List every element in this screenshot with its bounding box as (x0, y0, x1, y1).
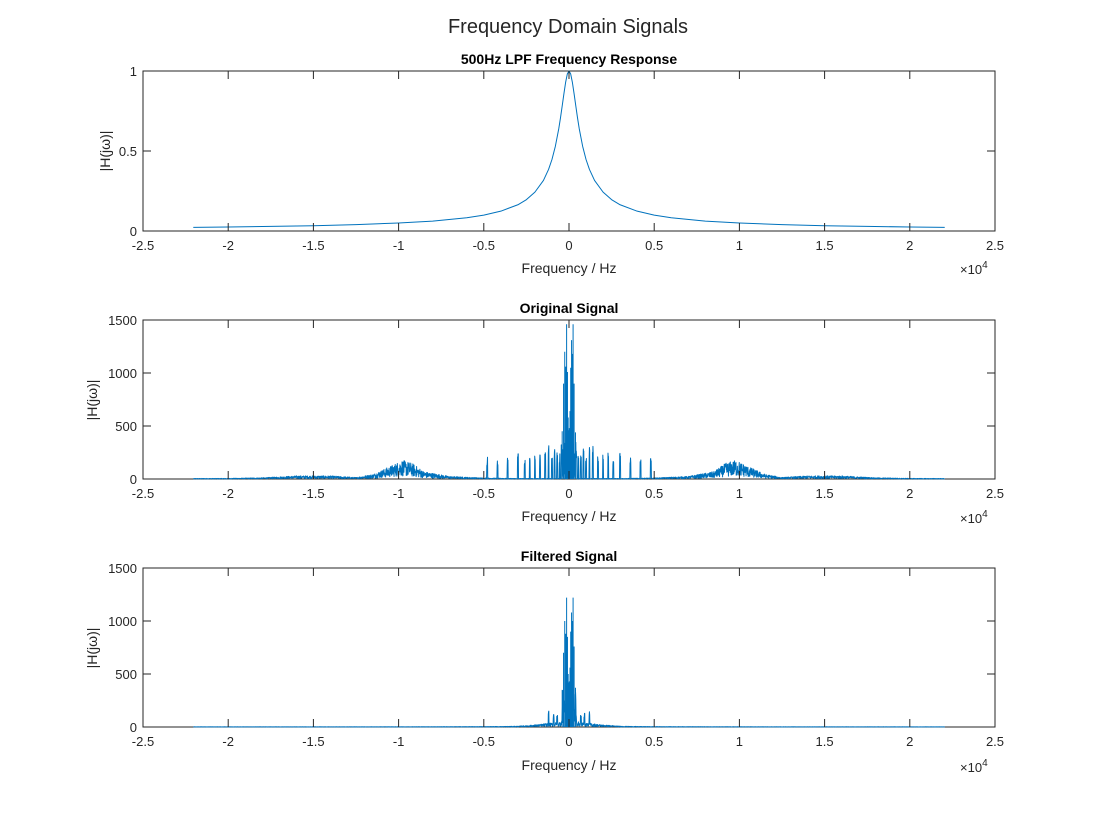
x-tick-label: 0.5 (645, 734, 663, 749)
x-tick-label: 2 (906, 238, 913, 253)
x-tick-label: -1 (393, 238, 405, 253)
x-tick-label: -2.5 (132, 486, 154, 501)
y-axis-label-lpf: |H(jω)| (97, 131, 113, 172)
axes-title-original: Original Signal (520, 300, 619, 316)
y-tick-label: 1500 (108, 313, 137, 328)
y-tick-label: 0 (130, 224, 137, 239)
x-tick-label: 1 (736, 486, 743, 501)
x-tick-label: -1 (393, 734, 405, 749)
y-tick-label: 1 (130, 64, 137, 79)
x-exponent-lpf: ×104 (960, 260, 988, 277)
x-tick-label: 2 (906, 486, 913, 501)
x-tick-label: -1 (393, 486, 405, 501)
x-tick-label: 2.5 (986, 734, 1004, 749)
figure-title: Frequency Domain Signals (448, 16, 688, 38)
axes-title-filtered: Filtered Signal (521, 548, 617, 564)
y-tick-label: 500 (115, 667, 137, 682)
x-tick-label: 0 (565, 238, 572, 253)
x-exponent-base-original: ×10 (960, 511, 982, 526)
x-tick-label: -2.5 (132, 238, 154, 253)
subplot-original-signal: Original Signal -2.5 -2 -1.5 -1 -0.5 0 0.5 1 1.5… (84, 300, 1004, 526)
x-tick-label: 1 (736, 238, 743, 253)
x-tick-label: 0 (565, 486, 572, 501)
series-line-original (192, 324, 946, 480)
x-axis-label-lpf: Frequency / Hz (522, 260, 617, 276)
y-tick-label: 500 (115, 419, 137, 434)
y-axis-label-filtered: |H(jω)| (84, 628, 100, 669)
x-tick-label: 1.5 (816, 486, 834, 501)
x-tick-label: -1.5 (302, 238, 324, 253)
x-tick-label: 2 (906, 734, 913, 749)
x-exponent-base-lpf: ×10 (960, 262, 982, 277)
x-tick-label: 2.5 (986, 238, 1004, 253)
x-exponent-power-filtered: 4 (982, 758, 988, 769)
y-tick-label: 1000 (108, 366, 137, 381)
y-tick-label: 1500 (108, 561, 137, 576)
x-axis-label-original: Frequency / Hz (522, 508, 617, 524)
x-tick-label: 0 (565, 734, 572, 749)
x-exponent-filtered: ×104 (960, 758, 988, 775)
x-tick-label: 2.5 (986, 486, 1004, 501)
x-tick-label: 1.5 (816, 238, 834, 253)
y-tick-label: 0 (130, 472, 137, 487)
x-tick-label: 1 (736, 734, 743, 749)
x-exponent-base-filtered: ×10 (960, 760, 982, 775)
x-tick-label: 1.5 (816, 734, 834, 749)
ticks-filtered: -2.5 -2 -1.5 -1 -0.5 0 0.5 1 1.5 2 2.5 0 500 1000 1500 (108, 561, 1004, 749)
x-tick-label: -1.5 (302, 486, 324, 501)
x-exponent-original: ×104 (960, 509, 988, 526)
subplot-filtered-signal: Filtered Signal -2.5 -2 -1.5 -1 -0.5 0 0.5 1 1.5… (84, 548, 1004, 775)
x-tick-label: -2 (222, 734, 234, 749)
axes-title-lpf: 500Hz LPF Frequency Response (461, 51, 678, 67)
y-tick-label: 0 (130, 720, 137, 735)
x-tick-label: 0.5 (645, 486, 663, 501)
x-tick-label: 0.5 (645, 238, 663, 253)
x-tick-label: -0.5 (473, 486, 495, 501)
ticks-lpf: -2.5 -2 -1.5 -1 -0.5 0 0.5 1 1.5 2 2.5 0 0.5 1 (119, 64, 1004, 253)
x-tick-label: -2 (222, 238, 234, 253)
x-tick-label: -0.5 (473, 238, 495, 253)
axes-box-lpf (142, 70, 996, 232)
x-tick-label: -1.5 (302, 734, 324, 749)
y-tick-label: 1000 (108, 614, 137, 629)
subplot-lpf-response: 500Hz LPF Frequency Response -2.5 -2 -1.5-… (97, 51, 1004, 277)
y-axis-label-original: |H(jω)| (84, 380, 100, 421)
series-line-filtered (193, 597, 945, 728)
x-tick-label: -2.5 (132, 734, 154, 749)
ticks-original: -2.5 -2 -1.5 -1 -0.5 0 0.5 1 1.5 2 2.5 0 500 1000 1500 (108, 313, 1004, 501)
x-exponent-power-lpf: 4 (982, 260, 988, 271)
x-tick-label: -0.5 (473, 734, 495, 749)
x-axis-label-filtered: Frequency / Hz (522, 757, 617, 773)
x-tick-label: -2 (222, 486, 234, 501)
y-tick-label: 0.5 (119, 144, 137, 159)
x-exponent-power-original: 4 (982, 509, 988, 520)
